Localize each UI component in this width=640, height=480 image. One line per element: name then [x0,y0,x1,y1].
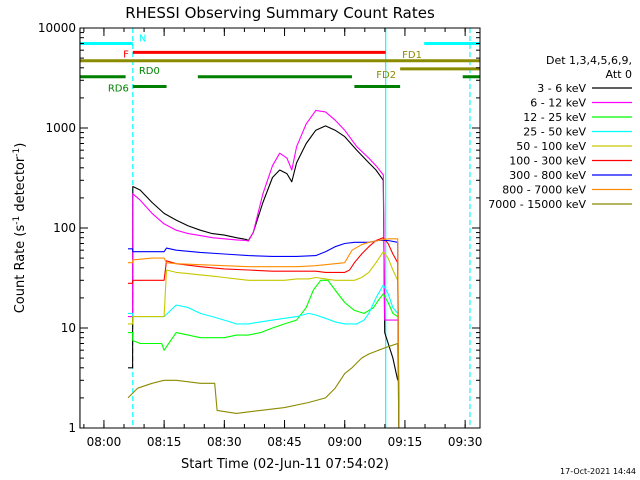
state-label-fd2: FD2 [376,70,396,81]
y-axis-label-sup: -1 [12,216,22,225]
y-axis-label-tail: detector [13,156,28,216]
x-axis-label: Start Time (02-Jun-11 07:54:02) [181,457,389,472]
y-axis-label-main: Count Rate (s [13,225,28,314]
x-tick-label: 08:45 [267,435,302,449]
x-tick-label: 09:15 [388,435,423,449]
x-tick-label: 08:15 [147,435,182,449]
y-axis-label: Count Rate (s-1 detector-1) [12,143,28,314]
state-label-rd6: RD6 [108,84,129,95]
series-line-6-12-kev [128,109,398,321]
y-tick-label: 100 [53,221,76,235]
y-tick-label: 10 [61,321,76,335]
legend-label-25-50-kev: 25 - 50 keV [523,126,586,139]
y-axis-label-sup2: -1 [12,148,22,157]
legend-label-50-100-kev: 50 - 100 keV [516,140,586,153]
legend-label-3-6-kev: 3 - 6 keV [537,82,586,95]
legend: Det 1,3,4,5,6,9, Att 0 3 - 6 keV 6 - 12 k… [488,54,632,211]
x-tick-label: 08:30 [207,435,242,449]
y-tick-label: 1 [68,421,76,435]
legend-label-6-12-kev: 6 - 12 keV [530,97,586,110]
series-line-3-6-kev [128,125,399,381]
state-label-f: F [123,49,129,60]
axes: 1 10 100 1000 10000 08:00 08:15 08:30 08:45 09:00… [38,21,483,449]
y-tick-label: 1000 [45,121,76,135]
y-axis-label-end: ) [13,143,28,148]
x-tick-label: 09:30 [448,435,483,449]
series-line-25-50-kev [128,284,399,325]
footer-timestamp: 17-Oct-2021 14:44 [560,467,636,476]
y-tick-label: 10000 [38,21,76,35]
legend-label-7000-15000-kev: 7000 - 15000 keV [488,198,586,211]
legend-header-detectors: Det 1,3,4,5,6,9, [546,54,632,67]
series-line-7000-15000-kev [127,342,400,429]
series-lines [127,109,400,429]
legend-label-12-25-kev: 12 - 25 keV [523,111,586,124]
x-tick-label: 08:00 [87,435,122,449]
series-line-12-25-kev [128,279,399,351]
state-label-fd1: FD1 [402,50,422,61]
chart-title: RHESSI Observing Summary Count Rates [125,4,435,22]
x-tick-label: 09:00 [327,435,362,449]
legend-header-attenuator: Att 0 [606,68,632,81]
legend-label-800-7000-kev: 800 - 7000 keV [502,184,586,197]
series-line-800-7000-kev [128,238,400,429]
legend-label-100-300-kev: 100 - 300 keV [509,155,586,168]
observing-state-bars: NF FD1 FD2 RD0 RD6 [79,33,480,95]
state-label-n: N [139,33,146,44]
series-line-50-100-kev [128,251,400,429]
state-label-rd0: RD0 [139,66,160,77]
legend-label-300-800-kev: 300 - 800 keV [509,169,586,182]
series-line-100-300-kev [128,237,400,429]
series-line-300-800-kev [128,239,400,429]
